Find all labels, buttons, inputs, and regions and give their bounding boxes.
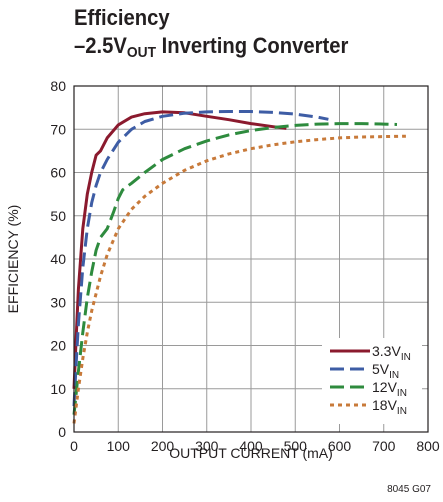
x-tick-label: 600 — [328, 438, 352, 454]
chart-title-line2: –2.5VOUT Inverting Converter — [74, 32, 348, 60]
plot-frame — [73, 85, 429, 433]
chart-title-line1: Efficiency — [74, 5, 170, 30]
y-tick-label: 40 — [50, 251, 66, 267]
y-tick-label: 0 — [58, 424, 66, 440]
x-tick-label: 500 — [284, 438, 308, 454]
legend-label: 18VIN — [372, 397, 407, 417]
x-tick-label: 800 — [416, 438, 440, 454]
x-tick-label: 400 — [239, 438, 263, 454]
x-tick-label: 700 — [372, 438, 396, 454]
x-axis-label: OUTPUT CURRENT (mA) — [169, 445, 333, 461]
y-tick-label: 70 — [50, 121, 66, 137]
series-group — [72, 110, 406, 424]
y-tick-label: 30 — [50, 294, 66, 310]
tick-labels: 0 100 200 300 400 500 600 700 800 0 10 20 30 40 50 60 70… — [50, 78, 439, 454]
title-subscript: OUT — [126, 44, 157, 61]
axes — [73, 85, 429, 433]
title-suffix: Inverting Converter — [156, 33, 349, 58]
x-tick-label: 200 — [151, 438, 175, 454]
legend-label: 12VIN — [372, 379, 407, 399]
series-line — [72, 110, 329, 407]
title-prefix: –2.5V — [74, 33, 127, 58]
series-line — [72, 122, 398, 415]
series-line — [72, 110, 287, 389]
y-tick-label: 80 — [50, 78, 66, 94]
y-tick-label: 60 — [50, 165, 66, 181]
x-tick-label: 0 — [70, 438, 78, 454]
figure-code: 8045 G07 — [387, 484, 431, 495]
legend-label: 5VIN — [372, 361, 399, 381]
x-tick-label: 300 — [195, 438, 219, 454]
legend-label: 3.3VIN — [372, 343, 411, 363]
y-axis-label: EFFICIENCY (%) — [5, 205, 21, 314]
y-tick-label: 10 — [50, 381, 66, 397]
y-tick-label: 20 — [50, 338, 66, 354]
x-tick-label: 100 — [107, 438, 131, 454]
chart-title: Efficiency –2.5VOUT Inverting Converter — [74, 4, 348, 60]
y-tick-label: 50 — [50, 208, 66, 224]
